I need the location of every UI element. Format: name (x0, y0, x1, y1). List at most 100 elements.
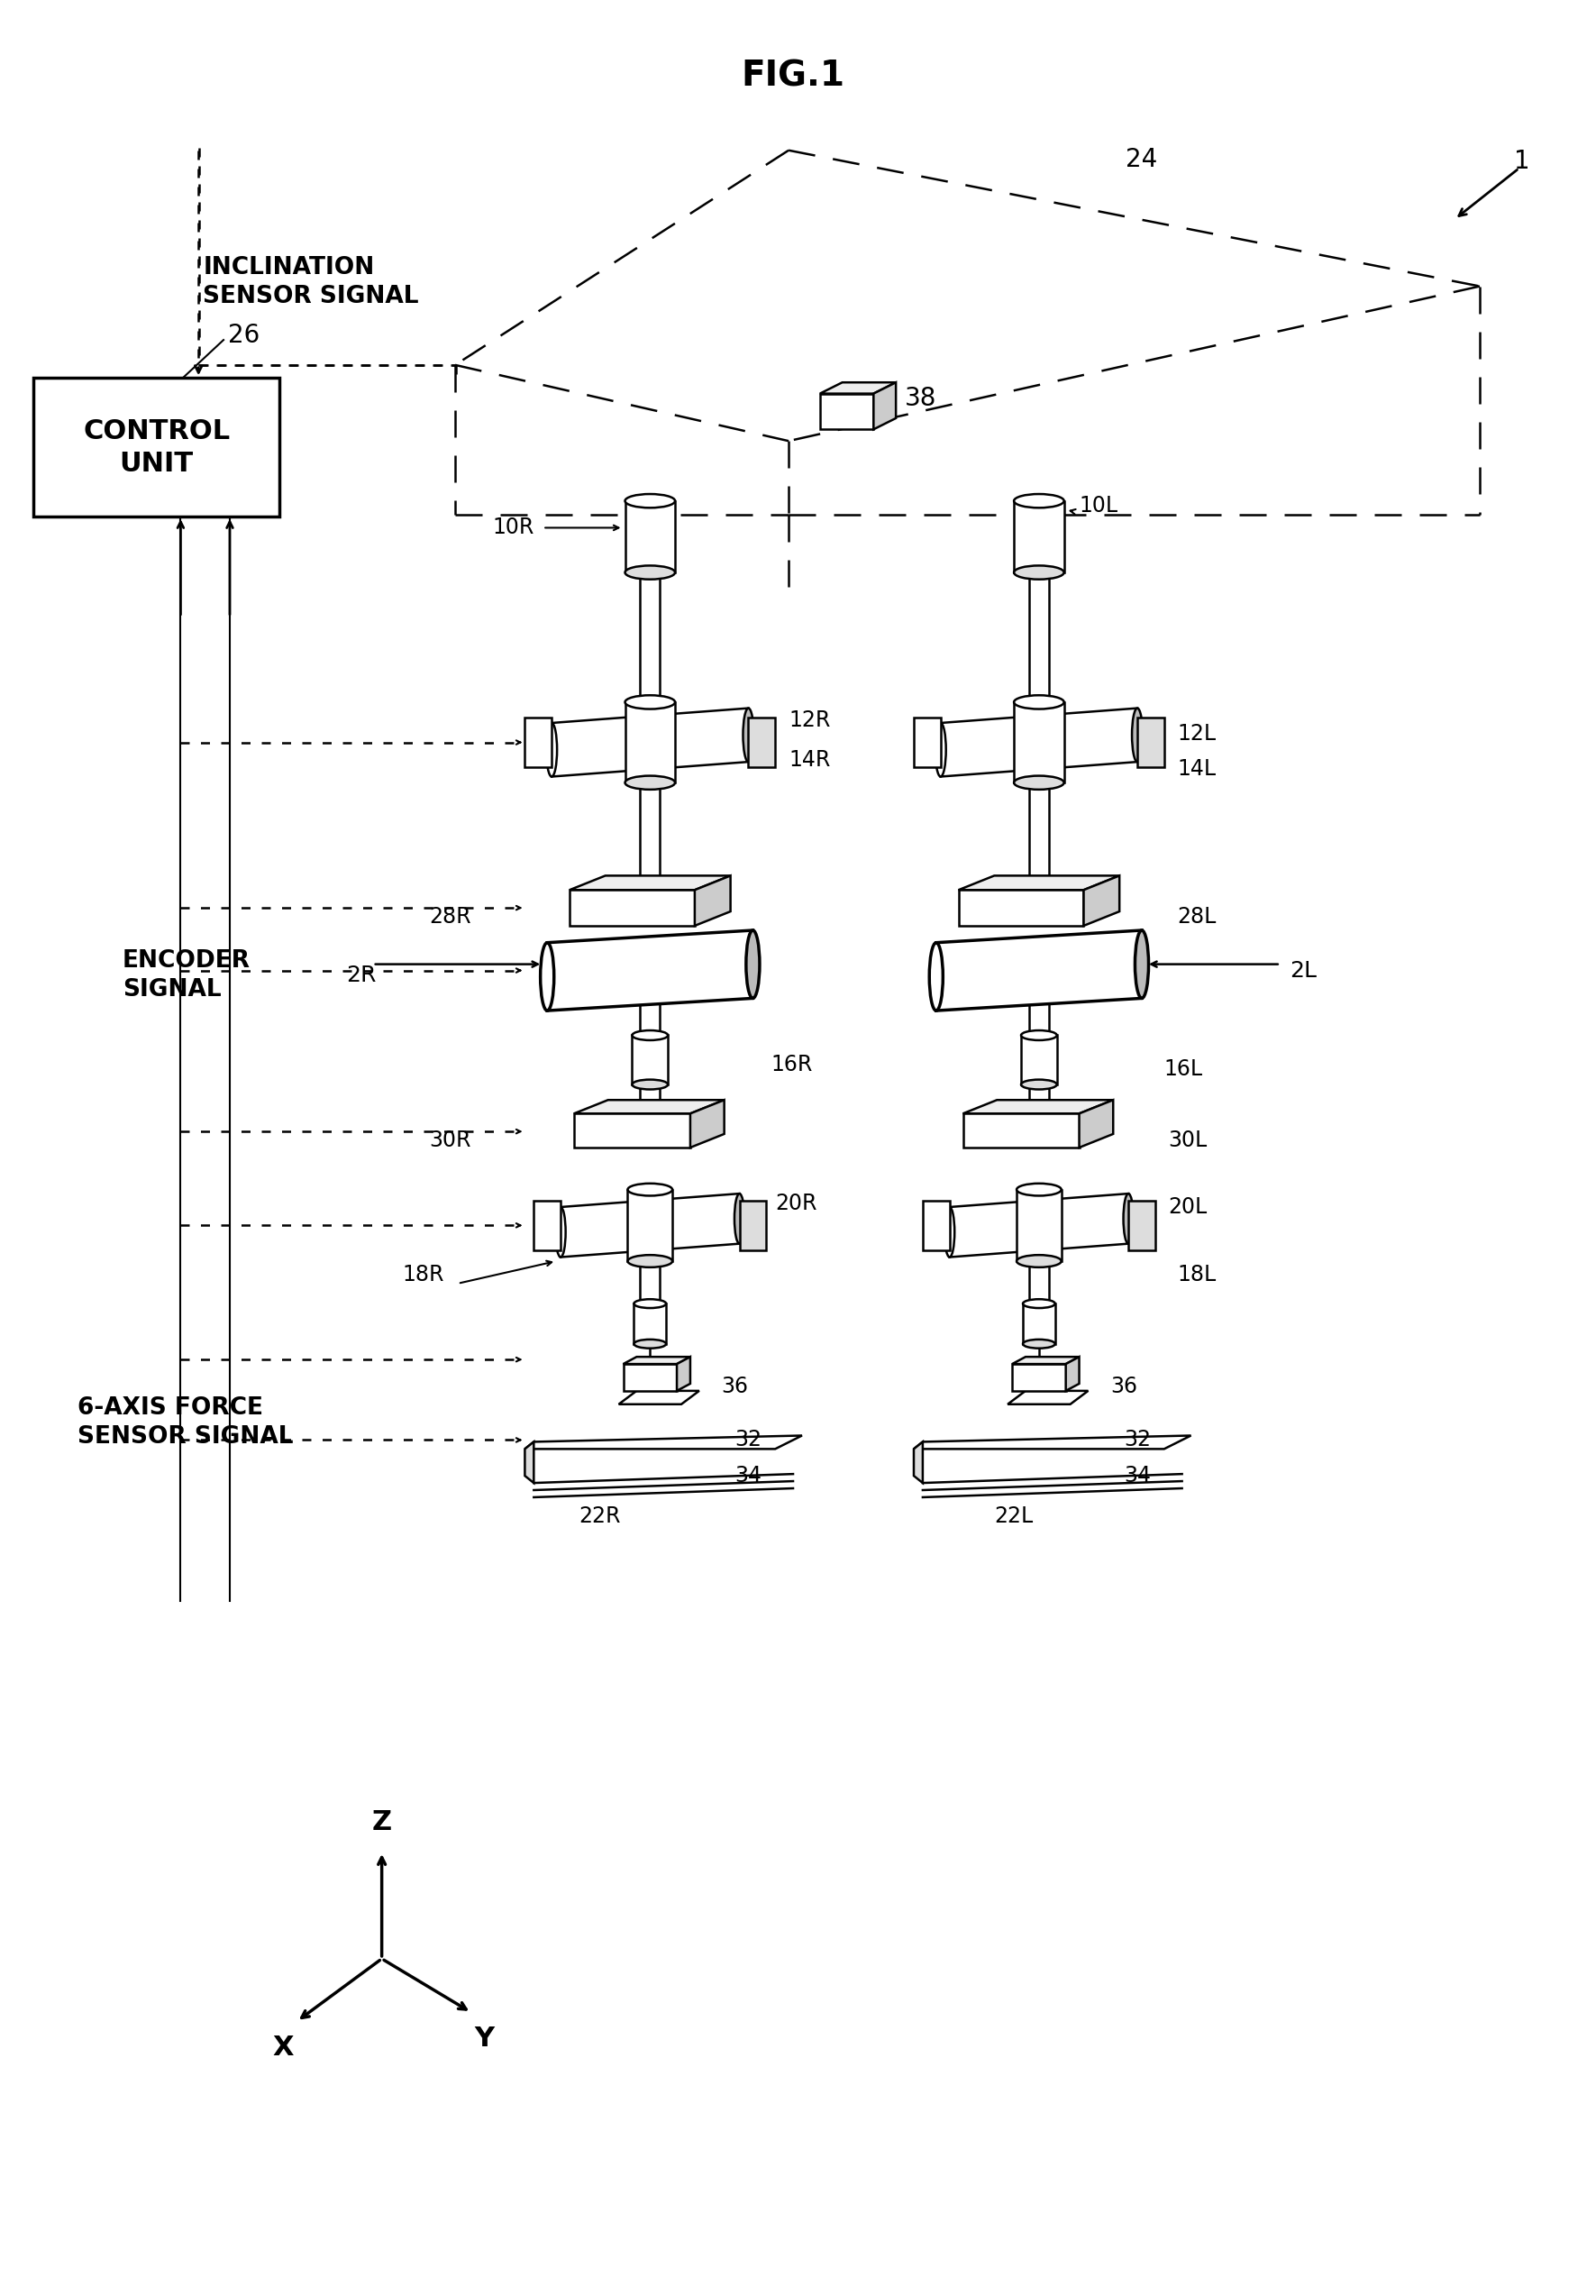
Polygon shape (937, 930, 1141, 1010)
Polygon shape (626, 501, 675, 572)
Text: 32: 32 (1124, 1428, 1151, 1451)
Polygon shape (962, 1114, 1079, 1148)
Ellipse shape (734, 1194, 744, 1244)
Text: 28R: 28R (429, 907, 471, 928)
Text: 38: 38 (905, 386, 937, 411)
Polygon shape (627, 1189, 672, 1261)
Polygon shape (677, 1357, 689, 1391)
Text: 12L: 12L (1178, 723, 1216, 744)
Polygon shape (1029, 1208, 1049, 1325)
Polygon shape (1017, 1189, 1061, 1261)
Text: 30R: 30R (429, 1130, 471, 1150)
Polygon shape (626, 703, 675, 783)
Polygon shape (959, 891, 1084, 925)
Text: 34: 34 (1124, 1465, 1151, 1486)
Ellipse shape (627, 1182, 672, 1196)
Text: 20R: 20R (776, 1192, 817, 1215)
Text: 14L: 14L (1178, 758, 1216, 781)
Ellipse shape (634, 1300, 666, 1309)
Ellipse shape (555, 1208, 565, 1258)
Text: 22R: 22R (578, 1506, 621, 1527)
Ellipse shape (1023, 1339, 1055, 1348)
Polygon shape (950, 1194, 1128, 1258)
Polygon shape (640, 563, 659, 707)
Text: 10L: 10L (1079, 494, 1119, 517)
Ellipse shape (1021, 1031, 1057, 1040)
Ellipse shape (1013, 565, 1065, 579)
Polygon shape (1084, 875, 1119, 925)
Polygon shape (525, 1435, 803, 1449)
Polygon shape (922, 1201, 950, 1249)
Polygon shape (959, 875, 1119, 891)
Polygon shape (940, 707, 1138, 776)
Polygon shape (632, 1035, 667, 1084)
Polygon shape (640, 980, 659, 1127)
Ellipse shape (626, 494, 675, 507)
Polygon shape (1023, 1304, 1055, 1343)
Polygon shape (820, 393, 873, 429)
Polygon shape (739, 1201, 766, 1249)
Polygon shape (1029, 563, 1049, 707)
Polygon shape (570, 891, 694, 925)
Text: INCLINATION
SENSOR SIGNAL: INCLINATION SENSOR SIGNAL (203, 255, 418, 308)
Polygon shape (570, 875, 731, 891)
Text: 36: 36 (721, 1375, 749, 1398)
Text: 14R: 14R (788, 748, 830, 771)
Text: FIG.1: FIG.1 (741, 60, 844, 94)
Polygon shape (575, 1100, 725, 1114)
Ellipse shape (626, 565, 675, 579)
Ellipse shape (1013, 776, 1065, 790)
Polygon shape (1013, 501, 1065, 572)
Polygon shape (1079, 1100, 1112, 1148)
Ellipse shape (929, 944, 943, 1010)
Polygon shape (560, 1194, 739, 1258)
Ellipse shape (1013, 494, 1065, 507)
Text: 36: 36 (1111, 1375, 1138, 1398)
Polygon shape (622, 1357, 689, 1364)
Ellipse shape (1124, 1194, 1133, 1244)
Ellipse shape (745, 930, 760, 999)
Text: 26: 26 (228, 324, 260, 349)
Polygon shape (1013, 703, 1065, 783)
Ellipse shape (1021, 1079, 1057, 1088)
Ellipse shape (626, 696, 675, 709)
Ellipse shape (1135, 930, 1149, 999)
Polygon shape (749, 719, 776, 767)
Polygon shape (547, 930, 753, 1010)
Polygon shape (525, 719, 552, 767)
Text: 18L: 18L (1178, 1263, 1216, 1286)
Polygon shape (634, 1304, 666, 1343)
Polygon shape (694, 875, 731, 925)
Text: 30L: 30L (1168, 1130, 1208, 1150)
Polygon shape (575, 1114, 689, 1148)
Polygon shape (533, 1201, 560, 1249)
Text: 22L: 22L (994, 1506, 1033, 1527)
Ellipse shape (945, 1208, 954, 1258)
Polygon shape (1066, 1357, 1079, 1391)
Polygon shape (820, 383, 895, 393)
Text: 16R: 16R (771, 1054, 812, 1075)
Polygon shape (1012, 1357, 1079, 1364)
Polygon shape (1138, 719, 1163, 767)
Ellipse shape (546, 723, 557, 776)
Polygon shape (525, 1442, 533, 1483)
Text: 12R: 12R (788, 709, 830, 730)
Ellipse shape (541, 944, 554, 1010)
Text: 28L: 28L (1178, 907, 1216, 928)
Polygon shape (915, 1435, 1191, 1449)
Text: 1: 1 (1515, 149, 1529, 174)
Polygon shape (619, 1391, 699, 1405)
Polygon shape (1007, 1391, 1088, 1405)
Ellipse shape (627, 1256, 672, 1267)
Polygon shape (34, 379, 279, 517)
Polygon shape (1012, 1364, 1066, 1391)
Ellipse shape (1017, 1256, 1061, 1267)
Text: Z: Z (372, 1809, 391, 1835)
Polygon shape (689, 1100, 725, 1148)
Polygon shape (1021, 1035, 1057, 1084)
Ellipse shape (634, 1339, 666, 1348)
Text: 2R: 2R (346, 964, 377, 985)
Ellipse shape (1132, 707, 1143, 762)
Text: 2L: 2L (1290, 960, 1317, 980)
Polygon shape (873, 383, 895, 429)
